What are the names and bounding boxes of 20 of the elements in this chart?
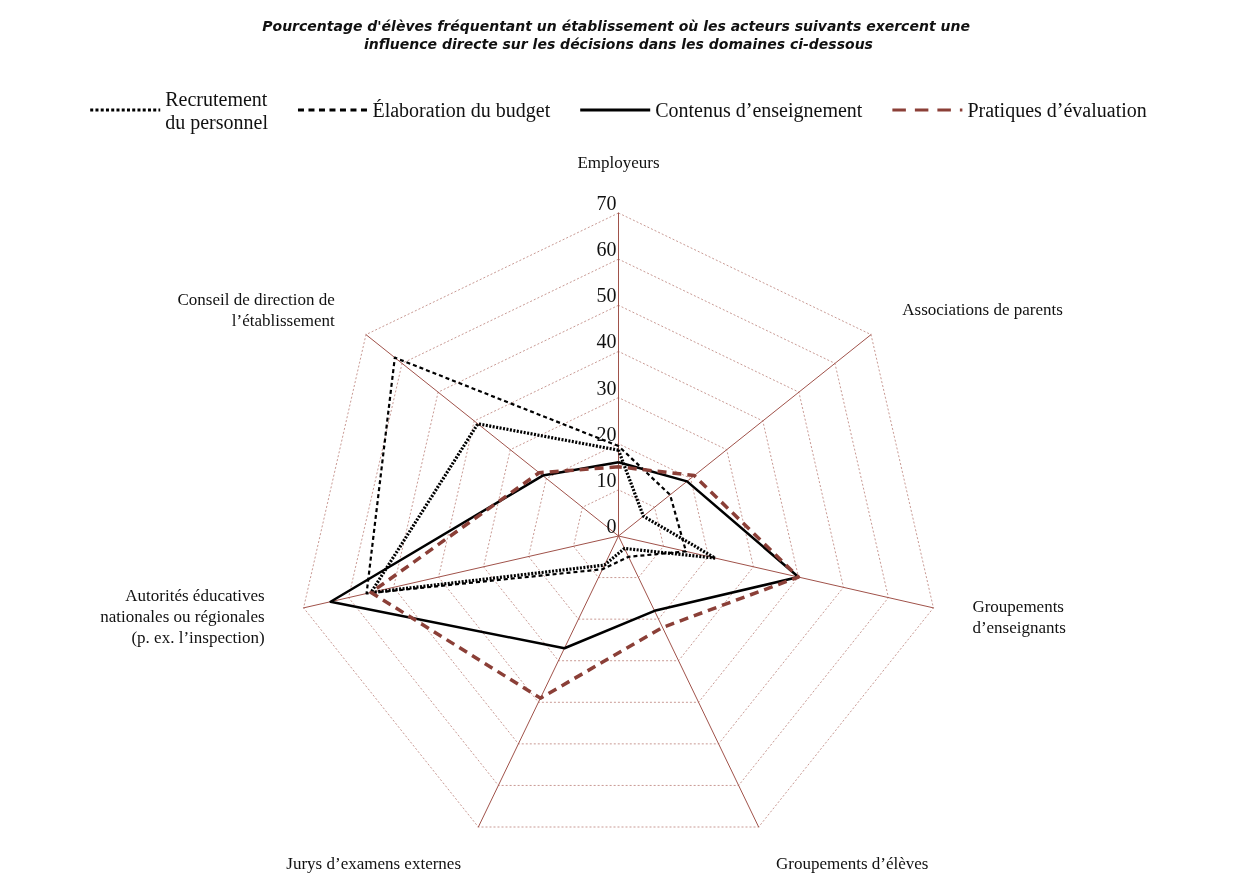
y-tick-label: 60: [596, 238, 617, 261]
chart-title: Pourcentage d'élèves fréquentant un établissement où les acteurs suivants exercent une influence directe sur les décisions dans les domaines ci-dessous: [262, 18, 975, 52]
spoke-label: Groupements d’élèves: [776, 853, 929, 873]
y-tick-label: 20: [596, 422, 617, 445]
y-tick-label: 30: [596, 376, 617, 399]
spoke-label: Groupements d’enseignants: [972, 596, 1066, 637]
spoke-label: Conseil de direction de l’établissement: [177, 289, 335, 330]
y-tick-label: 40: [596, 330, 617, 353]
spoke-label: Autorités éducatives nationales ou régionales (p. ex. l’inspection): [100, 586, 265, 648]
legend-label: Contenus d’enseignement: [655, 99, 863, 122]
legend-label: Recrutement du personnel: [165, 87, 269, 134]
legend-label: Élaboration du budget: [372, 99, 551, 122]
y-tick-label: 0: [606, 515, 617, 537]
spoke-label: Associations de parents: [902, 300, 1063, 320]
y-tick-label: 10: [596, 468, 617, 491]
legend-label: Pratiques d’évaluation: [967, 99, 1147, 122]
y-tick-label: 50: [596, 284, 617, 307]
y-tick-label: 70: [596, 192, 617, 214]
spoke-label: Jurys d’examens externes: [286, 853, 461, 873]
spoke-label: Employeurs: [577, 153, 660, 172]
